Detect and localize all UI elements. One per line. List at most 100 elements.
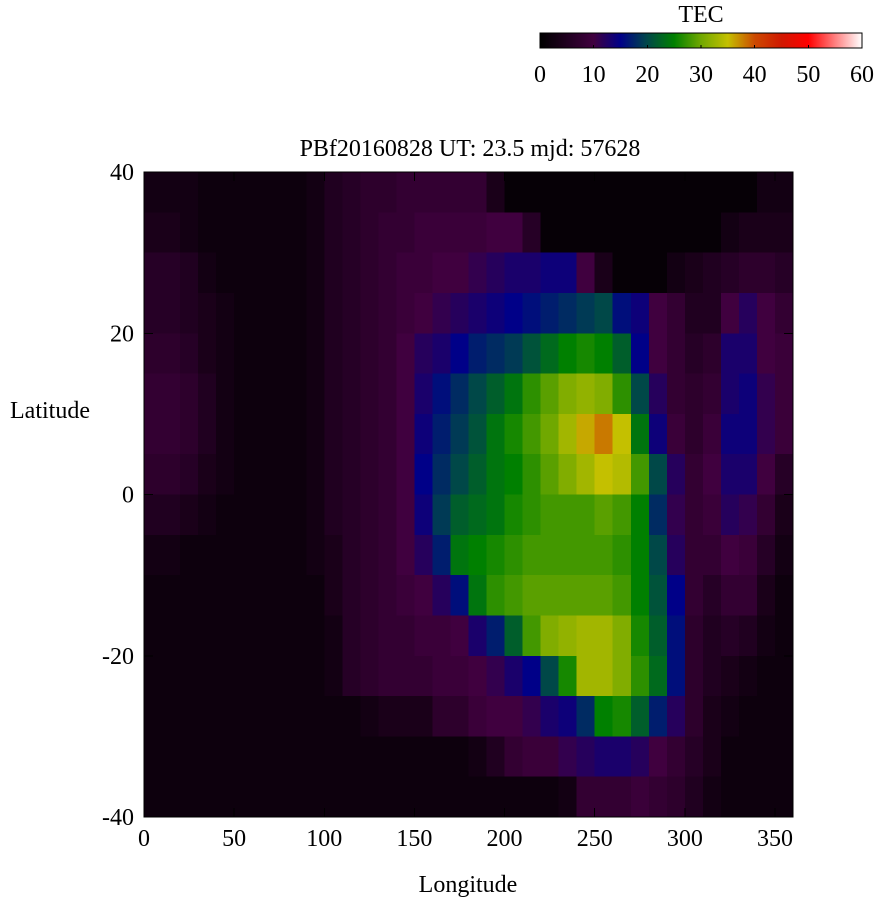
heatmap-cell — [396, 454, 415, 495]
heatmap-cell — [252, 333, 271, 375]
heatmap-cell — [198, 373, 217, 415]
heatmap-cell — [702, 172, 722, 213]
heatmap-cell — [414, 534, 433, 576]
heatmap-cell — [180, 736, 199, 778]
heatmap-cell — [396, 212, 415, 254]
heatmap-cell — [720, 736, 740, 778]
heatmap-cell — [414, 776, 433, 818]
heatmap-cell — [558, 333, 578, 375]
heatmap-cell — [468, 494, 488, 536]
heatmap-cell — [504, 534, 524, 576]
heatmap-cell — [720, 212, 740, 254]
heatmap-cell — [198, 413, 217, 455]
y-tick-label: 20 — [110, 321, 134, 347]
heatmap-cell — [180, 172, 199, 213]
heatmap-cell — [414, 333, 433, 375]
heatmap-cell — [414, 736, 433, 778]
heatmap-cell — [252, 212, 271, 254]
heatmap-cell — [360, 252, 379, 294]
heatmap-cell — [324, 212, 343, 254]
heatmap-cell — [738, 736, 758, 778]
heatmap-cell — [252, 534, 271, 576]
heatmap-cell — [774, 575, 794, 616]
heatmap-cell — [468, 534, 488, 576]
heatmap-cell — [756, 776, 776, 818]
colorbar-label: TEC — [678, 2, 723, 28]
heatmap-cell — [648, 413, 668, 455]
colorbar-tick-label: 60 — [850, 62, 874, 88]
heatmap-cell — [612, 494, 632, 536]
heatmap-cell — [486, 333, 506, 375]
heatmap-cell — [666, 252, 686, 294]
heatmap-cell — [306, 534, 325, 576]
heatmap-cell — [162, 172, 181, 213]
heatmap-cell — [522, 655, 542, 697]
heatmap-cell — [342, 736, 361, 778]
heatmap-cell — [144, 413, 163, 455]
heatmap-cell — [666, 212, 686, 254]
heatmap-cell — [630, 413, 650, 455]
heatmap-cell — [612, 373, 632, 415]
heatmap-cell — [162, 373, 181, 415]
heatmap-cell — [540, 615, 560, 657]
heatmap-cell — [378, 534, 397, 576]
x-tick-label: 250 — [577, 826, 613, 852]
y-axis-label: Latitude — [10, 398, 90, 424]
heatmap-cell — [360, 373, 379, 415]
heatmap-cell — [504, 373, 524, 415]
heatmap-cell — [396, 172, 415, 213]
heatmap-cell — [648, 333, 668, 375]
heatmap-cell — [594, 454, 614, 495]
heatmap-cell — [648, 776, 668, 818]
heatmap-cell — [144, 534, 163, 576]
heatmap-cell — [504, 736, 524, 778]
heatmap-cell — [504, 252, 524, 294]
heatmap-cell — [558, 212, 578, 254]
heatmap-cell — [432, 454, 451, 495]
heatmap-cell — [540, 333, 560, 375]
heatmap-cell — [558, 373, 578, 415]
heatmap-cell — [720, 413, 740, 455]
heatmap-cell — [306, 655, 325, 697]
heatmap-cell — [738, 696, 758, 737]
heatmap-cell — [576, 373, 596, 415]
heatmap-cell — [198, 534, 217, 576]
heatmap-cell — [522, 736, 542, 778]
heatmap-cell — [774, 172, 794, 213]
heatmap-cell — [432, 615, 451, 657]
heatmap-cell — [378, 776, 397, 818]
heatmap-cell — [198, 615, 217, 657]
heatmap-cell — [378, 454, 397, 495]
heatmap-cell — [576, 776, 596, 818]
heatmap-cell — [324, 413, 343, 455]
heatmap-cell — [684, 736, 704, 778]
heatmap-cell — [216, 776, 235, 818]
colorbar-tick-label: 0 — [534, 62, 546, 88]
heatmap-cell — [666, 655, 686, 697]
heatmap-cell — [342, 615, 361, 657]
heatmap-cell — [342, 776, 361, 818]
heatmap-cell — [540, 252, 560, 294]
heatmap-cell — [540, 292, 560, 334]
heatmap-cell — [576, 252, 596, 294]
heatmap-cell — [288, 655, 307, 697]
heatmap-cell — [558, 615, 578, 657]
heatmap-cell — [144, 333, 163, 375]
heatmap-cell — [594, 252, 614, 294]
heatmap-cell — [558, 696, 578, 737]
heatmap-cell — [738, 534, 758, 576]
heatmap-cell — [612, 292, 632, 334]
heatmap-cell — [576, 575, 596, 616]
heatmap-cell — [414, 252, 433, 294]
heatmap-cell — [198, 575, 217, 616]
heatmap-cell — [648, 454, 668, 495]
heatmap-cell — [684, 454, 704, 495]
heatmap-cell — [774, 212, 794, 254]
heatmap-cell — [162, 413, 181, 455]
heatmap-cell — [432, 655, 451, 697]
heatmap-cell — [486, 252, 506, 294]
heatmap-cell — [180, 575, 199, 616]
heatmap-cell — [720, 172, 740, 213]
heatmap-cell — [360, 413, 379, 455]
